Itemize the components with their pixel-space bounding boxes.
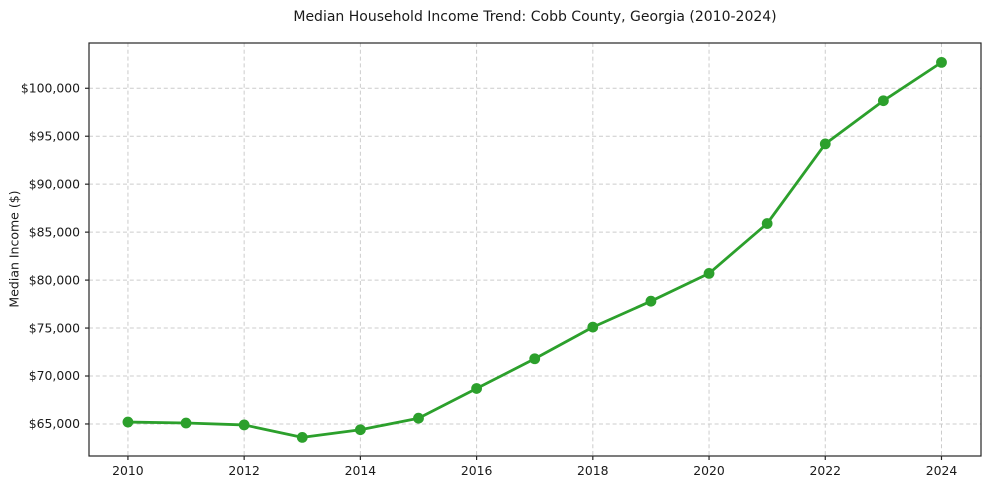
y-tick-label: $95,000 — [29, 128, 80, 143]
data-point-2022 — [819, 138, 831, 150]
x-tick-label: 2016 — [461, 463, 493, 478]
x-tick-label: 2012 — [228, 463, 260, 478]
trend-line — [126, 60, 943, 439]
data-point-2015 — [413, 412, 424, 424]
data-point-2024 — [936, 56, 947, 68]
data-point-2023 — [877, 95, 889, 107]
x-tick-label: 2014 — [345, 463, 377, 478]
data-point-2020 — [703, 267, 715, 279]
data-point-2010 — [122, 416, 134, 428]
chart-title: Median Household Income Trend: Cobb Coun… — [293, 9, 777, 25]
y-tick-label: $100,000 — [21, 80, 80, 95]
data-point-2014 — [354, 424, 366, 436]
y-tick-label: $65,000 — [29, 416, 80, 431]
data-point-2012 — [238, 419, 250, 431]
y-tick-label: $90,000 — [29, 176, 80, 191]
x-tick-label: 2020 — [693, 463, 725, 478]
y-tick-label: $85,000 — [29, 224, 80, 239]
y-tick-label: $70,000 — [29, 368, 80, 383]
x-tick-label: 2022 — [809, 463, 841, 478]
data-point-2016 — [471, 383, 482, 394]
x-tick-label: 2018 — [577, 463, 609, 478]
x-tick-label: 2010 — [112, 463, 144, 478]
data-point-2021 — [761, 218, 773, 229]
data-point-2017 — [529, 353, 541, 365]
data-point-2019 — [645, 295, 657, 307]
data-point-2011 — [180, 417, 192, 429]
y-axis-label: Median Income ($) — [6, 190, 22, 308]
x-tick-label: 2024 — [926, 463, 958, 478]
plot-frame — [88, 42, 982, 457]
data-point-2018 — [587, 321, 599, 333]
y-tick-label: $75,000 — [29, 320, 80, 335]
data-point-2013 — [296, 431, 308, 443]
y-tick-label: $80,000 — [29, 272, 80, 287]
